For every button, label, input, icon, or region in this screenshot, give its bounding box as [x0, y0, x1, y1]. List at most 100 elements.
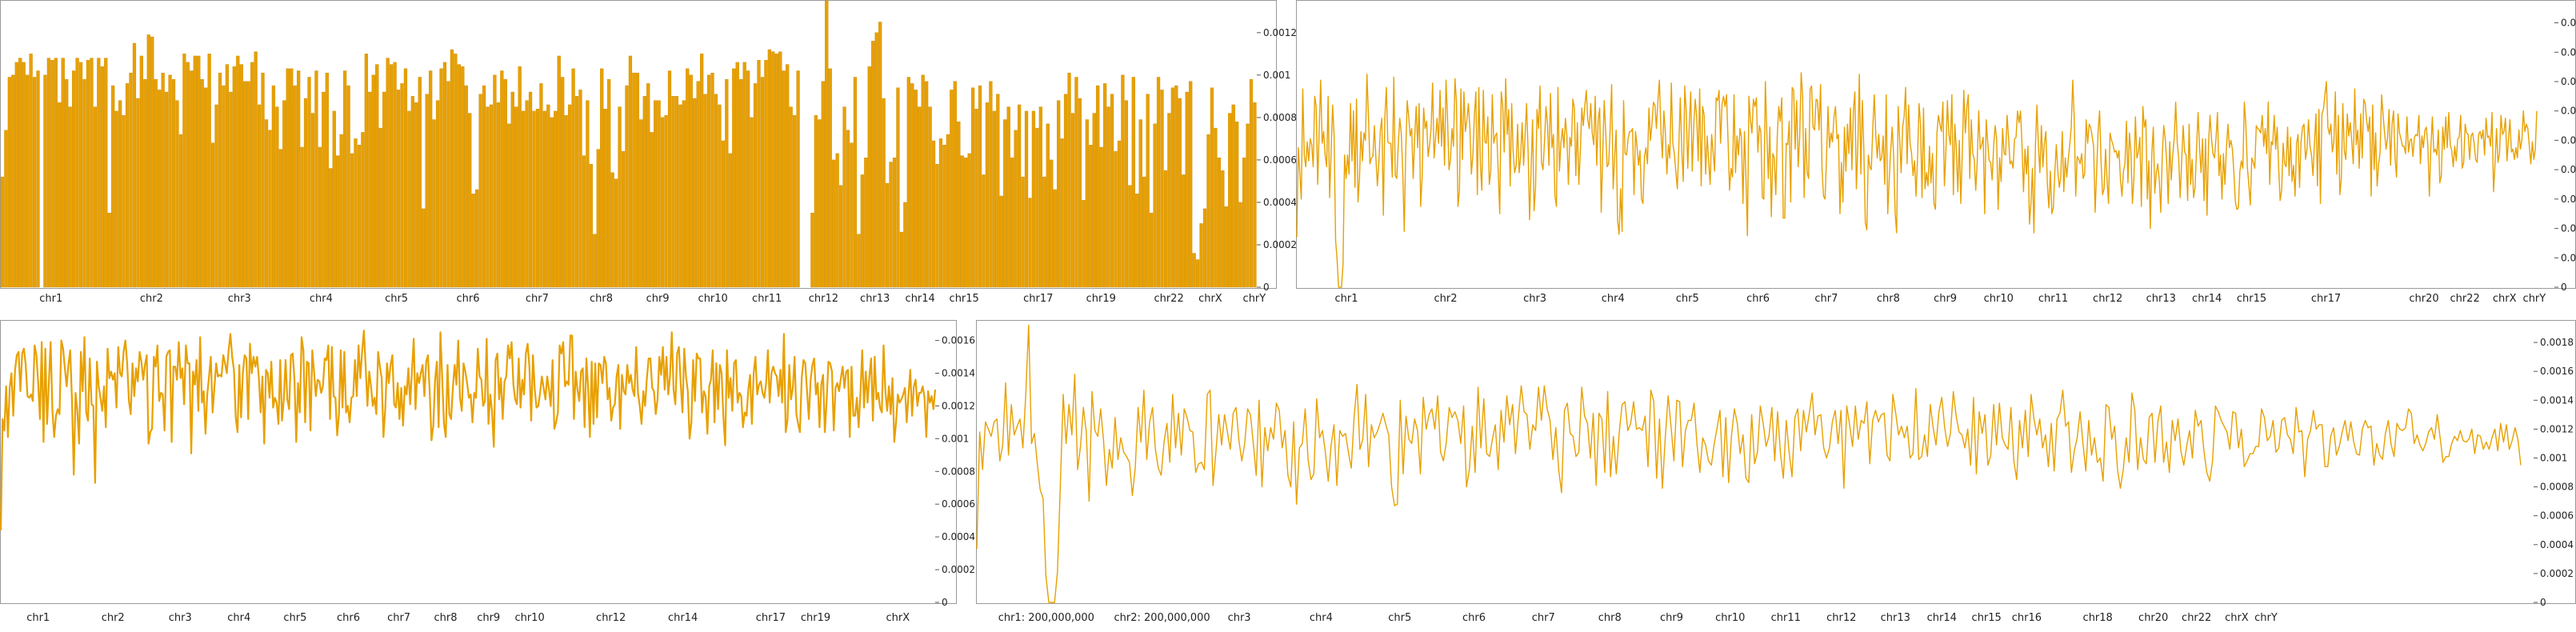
chart-3-xtick-label: chr9 — [477, 612, 500, 624]
chart-1-bar — [332, 110, 336, 288]
chart-1-bar — [1192, 253, 1196, 288]
chart-1-bar — [1202, 208, 1207, 288]
chart-3-ytick-label: 0.0006 — [942, 498, 975, 510]
chart-1-bar — [154, 78, 158, 288]
chart-1-bar — [478, 94, 482, 288]
chart-1-bar — [960, 155, 964, 288]
chart-1-bar — [1085, 119, 1089, 288]
chart-4-xtick-label: chr20 — [2138, 612, 2168, 624]
chart-1-bar — [1089, 145, 1093, 288]
chart-1-bar — [93, 106, 98, 288]
chart-4-xtick-label: chr18 — [2083, 612, 2113, 624]
chart-1-bar — [964, 158, 968, 288]
chart-1-ytick-label: 0 — [1263, 282, 1270, 293]
chart-1-bar — [175, 100, 179, 288]
chart-1-bar — [782, 70, 786, 288]
chart-1-bar — [214, 104, 218, 288]
chart-1-bar — [682, 100, 686, 288]
chart-1-bar — [1070, 113, 1075, 288]
chart-1-bar — [1249, 78, 1254, 288]
chart-2-xtick-label: chr9 — [1934, 293, 1957, 305]
chart-1-bar — [625, 85, 629, 288]
chart-1-bar — [703, 94, 707, 288]
chart-1-bar — [561, 77, 565, 288]
chart-4-ytick-label: 0 — [2540, 597, 2546, 608]
chart-panel-3: 0 0.0002 0.0004 0.0006 0.0008 0.001 0.0012 0.00… — [0, 320, 975, 624]
chart-1-bar — [129, 72, 133, 288]
chart-1-bar — [1092, 113, 1096, 288]
chart-1-bar — [578, 90, 582, 288]
chart-1-bar — [303, 98, 308, 288]
chart-1-bar — [132, 42, 137, 288]
chart-1-bar — [821, 81, 825, 288]
chart-1-bar — [229, 91, 233, 288]
chart-1-bar — [264, 119, 269, 288]
chart-1-bar — [857, 234, 861, 288]
chart-1-bar — [1017, 104, 1022, 288]
chart-1-bar — [628, 55, 633, 288]
chart-1-bar — [1182, 174, 1186, 288]
chart-4-ytick-label: 0.0004 — [2540, 539, 2574, 550]
chart-1-bar — [346, 85, 350, 288]
chart-4-xtick-label: chr8 — [1598, 612, 1622, 624]
chart-1-bar — [571, 68, 575, 288]
chart-2-svg: 0 0.0002 0.0004 0.0006 0.0008 0.001 0.0012 0.00… — [1296, 18, 2576, 305]
chart-1-bar — [111, 85, 115, 288]
chart-1-bar — [535, 109, 540, 288]
chart-1-bar — [753, 83, 758, 288]
chart-1-bar — [593, 234, 597, 288]
chart-1-bar — [429, 70, 433, 288]
chart-1-xtick-label: chr10 — [698, 293, 728, 305]
chart-4-xtick-label: chr22 — [2182, 612, 2211, 624]
chart-1-bar — [407, 110, 411, 288]
chart-1-bar — [1160, 90, 1164, 288]
chart-1-bar — [910, 83, 914, 288]
chart-2-ytick-label: 0.0004 — [2561, 223, 2576, 234]
chart-1-bar — [557, 55, 561, 288]
chart-1-bar — [607, 78, 611, 288]
chart-1-bar — [243, 81, 247, 288]
chart-1-bar — [514, 106, 518, 288]
chart-4-xtick-label: chr12 — [1826, 612, 1856, 624]
chart-1-bar — [850, 142, 854, 288]
chart-1-bar — [882, 98, 886, 288]
chart-1-bar — [396, 90, 401, 288]
chart-1-bar — [899, 231, 904, 288]
chart-3-xtick-label: chr12 — [596, 612, 626, 624]
chart-1-bar — [725, 78, 729, 288]
chart-1-bar — [1174, 85, 1178, 288]
chart-1-bar — [250, 62, 254, 288]
chart-1-ytick-label: 0.0004 — [1263, 197, 1297, 208]
chart-1-bar — [767, 49, 772, 288]
chart-1-bar — [660, 117, 665, 288]
chart-1-ytick-label: 0.0002 — [1263, 239, 1297, 250]
chart-1-bar — [985, 102, 990, 288]
chart-1-bar — [1096, 85, 1100, 288]
chart-1-bar — [614, 178, 618, 288]
chart-2-ytick-label: 0.0016 — [2561, 46, 2576, 58]
chart-4-ytick-label: 0.0014 — [2540, 394, 2574, 406]
chart-1-bar — [953, 81, 957, 288]
chart-1-bar — [896, 87, 900, 288]
chart-1-bar — [654, 100, 658, 288]
chart-3-xtick-label: chrX — [886, 612, 910, 624]
chart-1-bar — [1038, 106, 1042, 288]
chart-1-bar — [182, 54, 186, 288]
chart-1-bar — [393, 62, 397, 288]
chart-1-bar — [918, 106, 922, 288]
chart-1-bar — [938, 138, 943, 288]
chart-1-xtick-label: chr1 — [39, 293, 62, 305]
chart-4-xtick-label: chr5 — [1388, 612, 1411, 624]
chart-1-bar — [1217, 158, 1221, 288]
chart-3-xtick-label: chr14 — [668, 612, 698, 624]
chart-1-bar — [739, 78, 743, 288]
chart-1-bar — [297, 70, 301, 288]
chart-1-bar — [810, 212, 814, 288]
chart-1-bar — [1163, 170, 1168, 288]
chart-1-xtick-label: chr9 — [646, 293, 670, 305]
chart-1-bar — [589, 163, 594, 288]
chart-1-bar — [554, 110, 558, 288]
chart-2-xtick-label: chr4 — [1602, 293, 1625, 305]
chart-1-bar — [796, 70, 800, 288]
chart-1-bar — [22, 62, 26, 288]
